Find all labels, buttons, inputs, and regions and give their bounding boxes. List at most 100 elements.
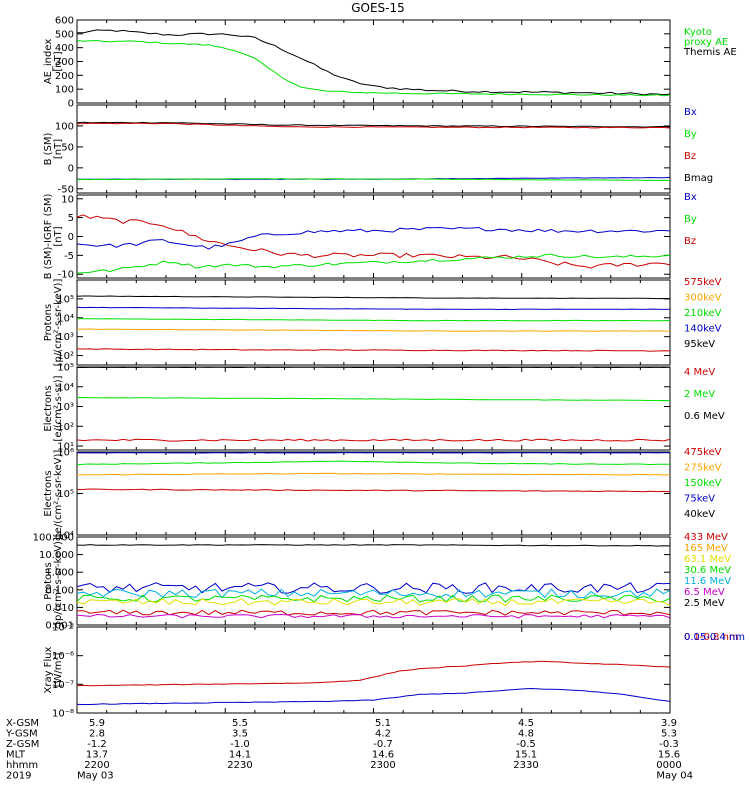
series-bz bbox=[76, 214, 671, 269]
footer-value: 2.8 bbox=[89, 729, 105, 740]
y-tick-label: 10 bbox=[61, 194, 74, 205]
legend-entry: 0.1-0.8 nm bbox=[684, 632, 739, 643]
footer-row-label: Y-GSM bbox=[5, 729, 38, 740]
y-tick-label: 100 bbox=[55, 121, 74, 132]
y-tick-label: 10⁴ bbox=[57, 313, 74, 324]
footer-value: 4.2 bbox=[375, 729, 391, 740]
legend-entry: 433 MeV bbox=[684, 532, 728, 543]
y-tick-label: 500 bbox=[55, 29, 74, 40]
legend-entry: 2 MeV bbox=[684, 389, 715, 400]
footer-value: May 03 bbox=[77, 771, 114, 782]
footer-value: 5.3 bbox=[661, 729, 677, 740]
series-bx bbox=[76, 226, 671, 250]
y-axis-label: [nT] bbox=[53, 51, 64, 71]
y-axis-label: [p/(cm²-s-sr-keV)] bbox=[53, 537, 64, 625]
footer-value: -1.0 bbox=[230, 739, 250, 750]
y-axis-label: Xray Flux bbox=[43, 646, 54, 693]
y-tick-label: 10³ bbox=[57, 402, 74, 413]
y-tick-label: -10 bbox=[58, 270, 74, 281]
series-bmag bbox=[76, 121, 671, 128]
footer-row-label: 2019 bbox=[6, 771, 31, 782]
series-0-05-0-4-nm bbox=[76, 687, 671, 705]
legend-entry: Bz bbox=[684, 236, 696, 247]
y-axis-label: B (SM) bbox=[43, 132, 54, 165]
y-tick-label: 0 bbox=[68, 163, 74, 174]
legend-entry: 165 MeV bbox=[684, 543, 728, 554]
series-165-mev bbox=[76, 609, 671, 616]
legend-entry: 0.05-0.4 nm bbox=[684, 632, 745, 643]
y-axis-label: Protons bbox=[43, 562, 54, 599]
footer-value: May 04 bbox=[656, 771, 693, 782]
y-tick-label: 0.010 bbox=[45, 603, 74, 614]
footer-value: 2200 bbox=[84, 760, 109, 771]
series-30-6-mev bbox=[76, 594, 671, 603]
series-63-1-mev bbox=[76, 597, 671, 607]
panel-hepad: 0.001 0.010 0.100 1.000 10.000 100.000 Protons… bbox=[33, 532, 732, 632]
y-tick-label: 10⁻⁷ bbox=[52, 680, 74, 691]
legend-entry: 275keV bbox=[684, 463, 722, 474]
y-axis-label: Protons bbox=[43, 304, 54, 341]
series-2-mev bbox=[76, 396, 671, 402]
y-tick-label: -50 bbox=[58, 184, 74, 195]
y-axis-label: [e/(cm²-s-sr-keV)] bbox=[53, 450, 64, 538]
y-tick-label: 10³ bbox=[57, 332, 74, 343]
legend-entry: Bz bbox=[684, 151, 696, 162]
series-11-6-mev bbox=[76, 588, 671, 599]
footer-value: 13.7 bbox=[86, 750, 108, 761]
y-axis-label: Electrons bbox=[43, 385, 54, 431]
legend-entry: Themis AE bbox=[683, 47, 737, 58]
panel-ae: 0 100 200 300 400 500 600 AE_index [nT] Kyotoprox… bbox=[43, 16, 737, 110]
footer-value: 3.5 bbox=[232, 729, 248, 740]
series-6-5-mev bbox=[76, 582, 671, 594]
legend-entry: 63.1 MeV bbox=[684, 554, 731, 565]
y-tick-label: 10⁴ bbox=[57, 382, 74, 393]
series-95kev bbox=[76, 295, 671, 300]
series-2-5-mev bbox=[76, 544, 671, 547]
footer-value: -1.2 bbox=[87, 739, 107, 750]
legend-entry: 140keV bbox=[684, 324, 722, 335]
y-axis-label: [nT] bbox=[53, 139, 64, 159]
footer-value: 5.9 bbox=[89, 718, 105, 729]
footer-value: 5.1 bbox=[375, 718, 391, 729]
legend-entry: 75keV bbox=[684, 494, 715, 505]
footer-row-label: hhmm bbox=[6, 760, 38, 771]
y-axis-label: [p/(cm²-s-sr-keV)] bbox=[53, 279, 64, 367]
legend-entry: 575keV bbox=[684, 277, 722, 288]
panel-bres: -10 -5 0 5 10 B (SM)-IGRF (SM) [nT] Bx By Bz bbox=[43, 192, 697, 281]
y-axis-label: AE_index bbox=[43, 39, 54, 85]
legend-entry: By bbox=[684, 129, 697, 140]
footer-value: -0.5 bbox=[516, 739, 536, 750]
footer-value: 2230 bbox=[227, 760, 252, 771]
y-tick-label: -5 bbox=[64, 251, 74, 262]
series-themis-ae bbox=[77, 29, 671, 96]
series-275kev bbox=[76, 472, 671, 476]
y-tick-label: 5 bbox=[68, 213, 74, 224]
y-tick-label: 10² bbox=[57, 351, 74, 362]
y-tick-label: 10⁻⁵ bbox=[52, 623, 74, 634]
legend-entry: 2.5 MeV bbox=[684, 598, 725, 609]
figure-title: GOES-15 bbox=[351, 1, 405, 15]
plot-frame bbox=[76, 279, 671, 366]
series-300kev bbox=[76, 328, 670, 332]
y-tick-label: 10⁻⁸ bbox=[52, 709, 74, 720]
footer-value: 15.1 bbox=[515, 750, 537, 761]
y-tick-label: 10¹ bbox=[57, 442, 74, 453]
legend-entry: 30.6 MeV bbox=[684, 565, 731, 576]
series-433-mev bbox=[76, 613, 671, 619]
y-tick-label: 10⁶ bbox=[57, 448, 74, 459]
legend-entry: 300keV bbox=[684, 293, 722, 304]
panel-xray: 10⁻⁸ 10⁻⁷ 10⁻⁶ 10⁻⁵ Xray Flux [W/m²] 0.1-0.8 n… bbox=[43, 623, 745, 720]
y-tick-label: 0.001 bbox=[45, 621, 74, 632]
legend-entry: 0.6 MeV bbox=[684, 411, 725, 422]
y-tick-label: 10.000 bbox=[39, 550, 74, 561]
y-tick-label: 0 bbox=[68, 99, 74, 110]
y-tick-label: 10² bbox=[57, 422, 74, 433]
y-tick-label: 100.000 bbox=[33, 533, 74, 544]
series-4-mev bbox=[76, 438, 671, 442]
y-tick-label: 300 bbox=[55, 57, 74, 68]
y-axis-label: [nT] bbox=[53, 226, 64, 246]
y-tick-label: 10⁻⁶ bbox=[52, 651, 74, 662]
